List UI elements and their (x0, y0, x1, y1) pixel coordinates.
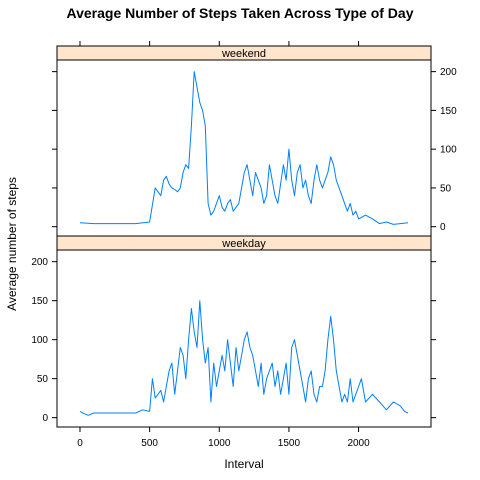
strip-label-weekday: weekday (221, 238, 266, 250)
y-tick-label-weekend-100: 100 (440, 145, 457, 156)
y-axis-label: Average number of steps (5, 177, 19, 311)
y-tick-label-weekday-150: 150 (31, 296, 48, 307)
y-tick-label-weekday-200: 200 (31, 257, 48, 268)
x-tick-label-1500: 1500 (278, 438, 301, 449)
panel-weekday: weekday 0 50 100 150 200 (31, 235, 436, 428)
y-tick-label-weekend-200: 200 (440, 67, 457, 78)
x-tick-label-1000: 1000 (208, 438, 231, 449)
panel-weekend: weekend 0 50 100 150 200 (52, 45, 457, 237)
series-line-weekend (79, 71, 409, 225)
x-tick-label-500: 500 (141, 438, 158, 449)
y-tick-label-weekend-150: 150 (440, 106, 457, 117)
y-tick-label-weekday-50: 50 (37, 374, 49, 385)
panel-frame-weekday (56, 249, 432, 428)
strip-label-weekend: weekend (221, 48, 266, 60)
y-tick-label-weekend-50: 50 (440, 183, 452, 194)
series-line-weekday (79, 300, 409, 416)
x-tick-label-2000: 2000 (347, 438, 370, 449)
x-tick-label-0: 0 (77, 438, 83, 449)
y-tick-label-weekday-0: 0 (42, 413, 48, 424)
y-tick-label-weekday-100: 100 (31, 335, 48, 346)
x-axis-label: Interval (224, 457, 263, 471)
y-tick-label-weekend-0: 0 (440, 222, 446, 233)
chart-title: Average Number of Steps Taken Across Typ… (67, 5, 414, 21)
